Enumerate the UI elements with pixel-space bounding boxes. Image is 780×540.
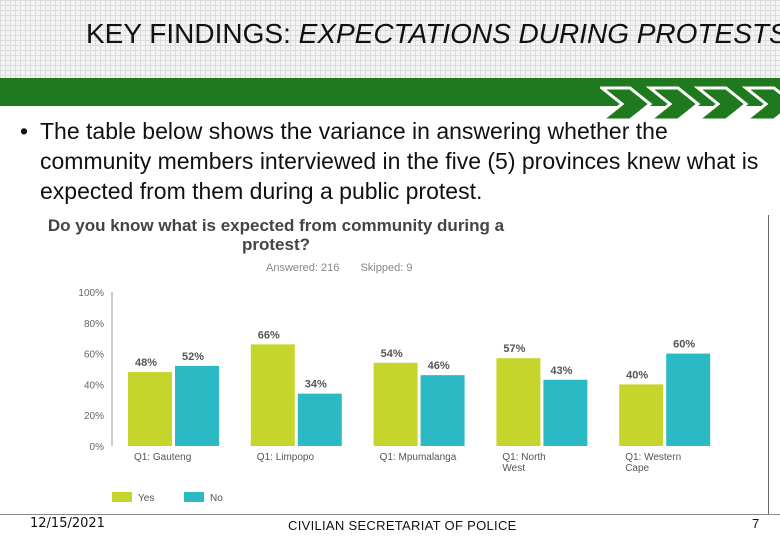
- y-tick-label: 80%: [84, 319, 104, 330]
- x-tick-label: Q1: Gauteng: [134, 452, 191, 463]
- data-label: 43%: [550, 365, 572, 377]
- data-label: 52%: [182, 351, 204, 363]
- header-band: [0, 0, 780, 78]
- bullet-paragraph: • The table below shows the variance in …: [20, 116, 770, 206]
- data-label: 60%: [673, 339, 695, 351]
- data-label: 46%: [428, 360, 450, 372]
- legend-swatch-yes: [112, 492, 132, 502]
- bar-yes: [496, 358, 541, 446]
- footer-date: 12/15/2021: [30, 516, 105, 531]
- y-tick-label: 60%: [84, 350, 104, 361]
- legend-swatch-no: [184, 492, 204, 502]
- y-tick-label: 20%: [84, 411, 104, 422]
- bullet-body: The table below shows the variance in an…: [40, 118, 759, 204]
- y-tick-label: 100%: [78, 288, 104, 299]
- green-accent-band: [0, 78, 780, 106]
- title-main: KEY FINDINGS:: [86, 18, 291, 49]
- bar-yes: [619, 384, 664, 446]
- legend-label: No: [210, 493, 223, 504]
- bar-yes: [128, 372, 172, 446]
- footer-divider: [0, 514, 780, 515]
- data-label: 66%: [258, 329, 280, 341]
- x-tick-label: Q1: North: [502, 452, 545, 463]
- chart-stats: Answered: 216 Skipped: 9: [266, 262, 430, 274]
- bar-no: [175, 365, 219, 446]
- page-title: KEY FINDINGS: EXPECTATIONS DURING PROTES…: [86, 18, 780, 50]
- data-label: 40%: [626, 369, 648, 381]
- page-number: 7: [752, 516, 760, 531]
- bar-no: [297, 393, 342, 446]
- bar-no: [543, 379, 588, 446]
- bar-chart: 0% 20% 40% 60% 80% 100% 48% 52% Q1: Gauteng 66% 34…: [78, 288, 711, 504]
- answered-count: Answered: 216: [266, 262, 340, 274]
- legend-label: Yes: [138, 493, 154, 504]
- x-tick-label: Q1: Limpopo: [257, 452, 315, 463]
- bullet-symbol: •: [20, 118, 29, 144]
- data-label: 57%: [503, 343, 525, 355]
- bar-no: [666, 353, 711, 446]
- chevron-arrows-icon: [600, 86, 780, 122]
- data-label: 34%: [305, 379, 327, 391]
- title-italic: EXPECTATIONS DURING PROTESTS: [298, 18, 780, 49]
- side-divider: [768, 215, 769, 515]
- y-tick-label: 0%: [90, 442, 105, 453]
- data-label: 54%: [381, 348, 403, 360]
- skipped-count: Skipped: 9: [360, 262, 413, 274]
- x-tick-label: Q1: Mpumalanga: [380, 452, 457, 463]
- bar-yes: [373, 362, 418, 446]
- bar-no: [420, 375, 465, 446]
- data-label: 48%: [135, 357, 157, 369]
- bar-yes: [250, 344, 295, 446]
- chart-title: Do you know what is expected from commun…: [47, 216, 505, 254]
- y-tick-label: 40%: [84, 380, 104, 391]
- x-tick-label: West: [502, 463, 525, 474]
- x-tick-label: Q1: Western: [625, 452, 681, 463]
- footer-org: CIVILIAN SECRETARIAT OF POLICE: [288, 518, 517, 533]
- x-tick-label: Cape: [625, 463, 649, 474]
- chart-container: 0% 20% 40% 60% 80% 100% 48% 52% Q1: Gauteng 66% 34…: [36, 208, 736, 518]
